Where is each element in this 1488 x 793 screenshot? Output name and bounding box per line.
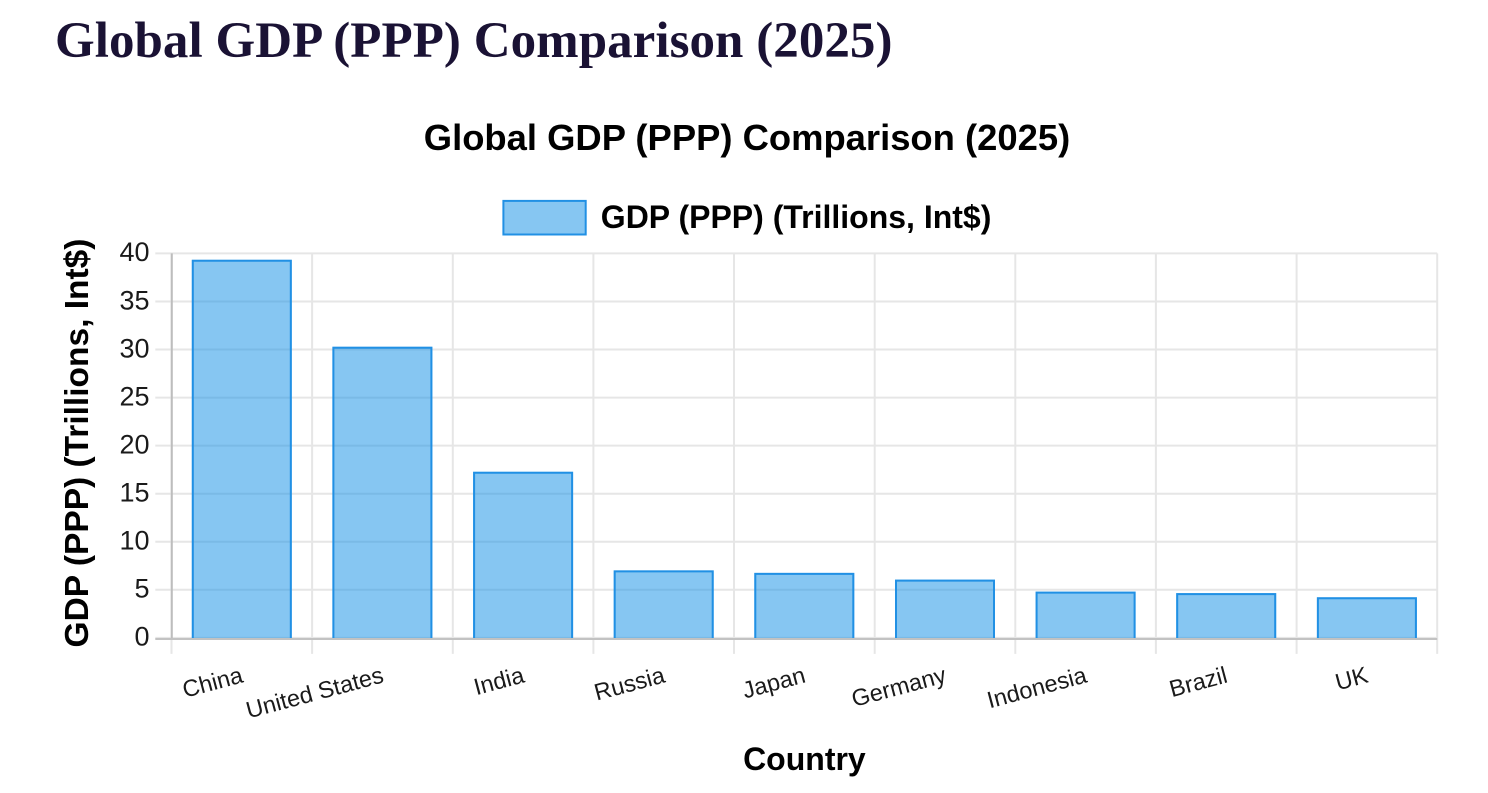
svg-text:United States: United States — [243, 662, 386, 724]
svg-text:0: 0 — [134, 622, 149, 652]
svg-text:20: 20 — [119, 429, 149, 459]
svg-text:35: 35 — [119, 285, 149, 315]
svg-text:Japan: Japan — [740, 662, 809, 704]
svg-text:UK: UK — [1332, 662, 1371, 696]
svg-text:China: China — [180, 661, 247, 702]
svg-text:Germany: Germany — [849, 662, 949, 712]
svg-text:15: 15 — [119, 478, 149, 508]
svg-text:25: 25 — [119, 381, 149, 411]
svg-text:40: 40 — [119, 237, 149, 267]
svg-text:10: 10 — [119, 526, 149, 556]
svg-text:Russia: Russia — [591, 661, 668, 705]
svg-text:5: 5 — [134, 574, 149, 604]
svg-text:Country: Country — [743, 741, 866, 777]
svg-text:Brazil: Brazil — [1167, 662, 1230, 702]
svg-text:GDP (PPP) (Trillions, Int$): GDP (PPP) (Trillions, Int$) — [59, 239, 96, 648]
svg-text:India: India — [471, 661, 528, 700]
svg-text:Indonesia: Indonesia — [984, 661, 1090, 713]
svg-text:30: 30 — [119, 333, 149, 363]
svg-text:Global GDP (PPP) Comparison (2: Global GDP (PPP) Comparison (2025) — [424, 117, 1070, 158]
svg-text:GDP (PPP) (Trillions, Int$): GDP (PPP) (Trillions, Int$) — [601, 199, 992, 235]
